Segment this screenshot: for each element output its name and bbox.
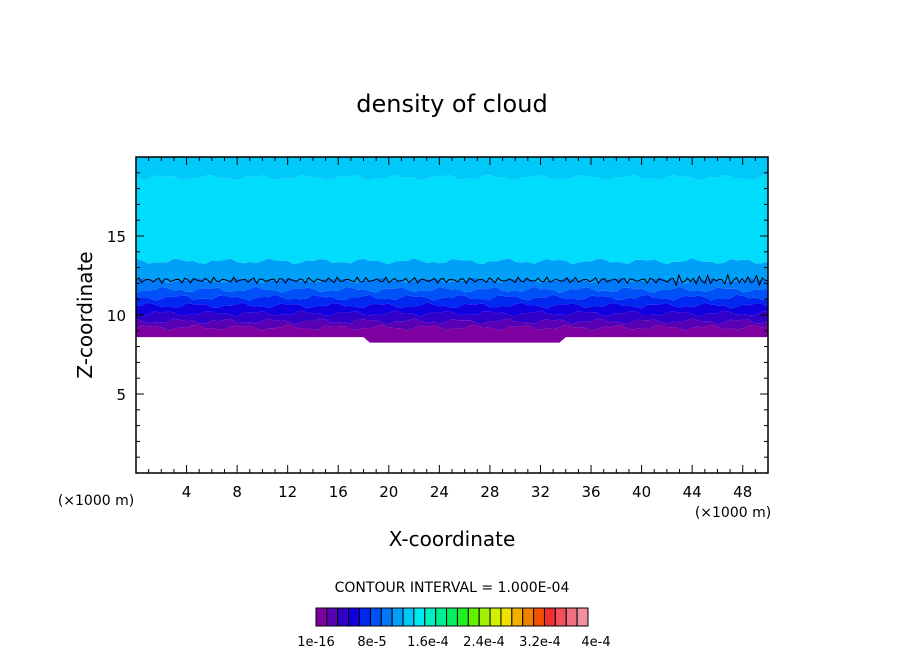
field-band xyxy=(136,324,768,343)
colorbar-label: 8e-5 xyxy=(357,635,386,650)
colorbar-label: 4e-4 xyxy=(581,635,610,650)
colorbar-swatch xyxy=(315,607,328,627)
colorbar-swatch xyxy=(402,607,415,627)
y-axis: 5 10 15 xyxy=(107,172,768,458)
colorbar-swatch xyxy=(446,607,458,627)
x-tick-label: 40 xyxy=(632,483,651,501)
x-tick-label: 12 xyxy=(278,483,297,501)
colorbar-swatch xyxy=(380,607,393,627)
y-axis-label: Z-coordinate xyxy=(73,251,97,378)
colorbar-swatch xyxy=(348,607,361,627)
field-band xyxy=(136,258,768,284)
colorbar-swatch xyxy=(522,607,535,627)
colorbar-swatch xyxy=(576,607,589,627)
colorbar-label: 2.4e-4 xyxy=(463,635,505,650)
contour-line xyxy=(136,273,768,287)
x-tick-label: 28 xyxy=(480,483,499,501)
colorbar-swatch xyxy=(543,607,556,627)
field-band xyxy=(136,174,768,265)
contour-interval-label: CONTOUR INTERVAL = 1.000E-04 xyxy=(335,580,570,596)
field-band xyxy=(136,318,768,331)
colorbar-label: 3.2e-4 xyxy=(519,635,561,650)
x-axis: 4 8 12 16 20 24 28 32 36 40 44 48 xyxy=(148,157,756,501)
colorbar-swatch xyxy=(337,607,350,627)
colorbar-swatch xyxy=(456,607,469,627)
colorbar-labels: 1e-16 8e-5 1.6e-4 2.4e-4 3.2e-4 4e-4 xyxy=(297,635,610,650)
field-band xyxy=(136,294,768,309)
x-tick-label: 16 xyxy=(329,483,348,501)
colorbar-swatch xyxy=(467,607,480,627)
x-unit-label: (×1000 m) xyxy=(695,505,771,521)
x-tick-label: 24 xyxy=(430,483,449,501)
colorbar-swatch xyxy=(511,607,524,627)
field-band xyxy=(136,157,768,181)
chart-title: density of cloud xyxy=(356,90,547,118)
colorbar-label: 1e-16 xyxy=(297,635,335,650)
x-tick-label: 8 xyxy=(232,483,242,501)
colorbar-swatch xyxy=(326,607,339,627)
colorbar-swatch xyxy=(391,607,404,627)
x-tick-label: 36 xyxy=(581,483,600,501)
x-tick-label: 4 xyxy=(182,483,192,501)
x-tick-label: 44 xyxy=(683,483,702,501)
field-band xyxy=(136,302,768,317)
colorbar-swatch xyxy=(369,607,382,627)
colorbar xyxy=(315,607,589,627)
colorbar-swatch xyxy=(565,607,578,627)
field-band xyxy=(136,310,768,325)
colorbar-swatch xyxy=(359,607,371,627)
colorbar-label: 1.6e-4 xyxy=(407,635,449,650)
y-tick-label: 15 xyxy=(107,228,126,246)
colorbar-swatch xyxy=(533,607,545,627)
colorbar-swatch xyxy=(554,607,567,627)
colorbar-swatch xyxy=(500,607,513,627)
y-tick-label: 10 xyxy=(107,307,126,325)
field-band xyxy=(136,286,768,301)
x-tick-label: 48 xyxy=(733,483,752,501)
colorbar-swatch xyxy=(424,607,437,627)
colorbar-swatch xyxy=(489,607,502,627)
x-tick-label: 20 xyxy=(379,483,398,501)
cloud-density-field xyxy=(136,157,768,343)
colorbar-swatch xyxy=(413,607,426,627)
x-axis-label: X-coordinate xyxy=(389,527,516,551)
y-unit-label: (×1000 m) xyxy=(58,493,134,509)
x-tick-label: 32 xyxy=(531,483,550,501)
y-tick-label: 5 xyxy=(116,386,126,404)
colorbar-swatch xyxy=(435,607,448,627)
colorbar-swatch xyxy=(478,607,491,627)
